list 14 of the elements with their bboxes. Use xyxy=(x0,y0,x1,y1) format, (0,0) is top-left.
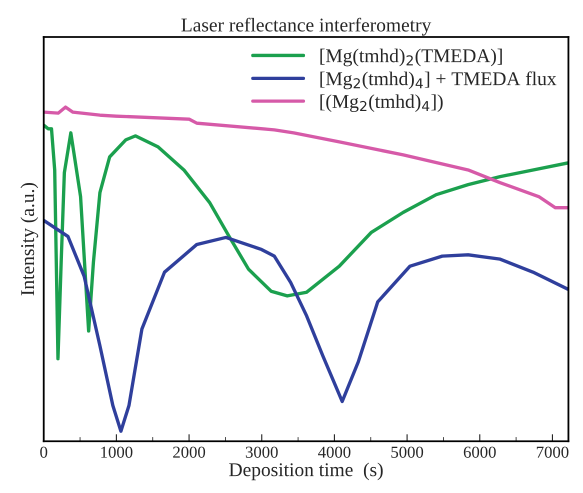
legend-label: [Mg(tmhd)$_{2}$(TMEDA)] xyxy=(320,48,502,66)
x-tick-label: 3000 xyxy=(246,446,278,458)
x-tick-label: 2000 xyxy=(173,446,206,458)
chart-title: Laser reflectance interferometry xyxy=(181,18,432,36)
x-tick-label: 4000 xyxy=(318,446,350,458)
legend-label: [Mg$_{2}$(tmhd)$_{4}$] + TMEDA flux xyxy=(320,71,556,90)
x-tick-label: 5000 xyxy=(391,446,424,458)
x-tick-label: 1000 xyxy=(101,446,132,458)
x-tick-label: 0 xyxy=(40,446,48,458)
x-tick-label: 6000 xyxy=(464,446,496,458)
x-axis-title: Deposition time (s) xyxy=(229,462,383,480)
x-tick-label: 7000 xyxy=(536,446,568,458)
y-axis-title: Intensity (a.u.) xyxy=(20,182,38,296)
legend-label: [(Mg$_{2}$(tmhd)$_{4}$]) xyxy=(320,94,443,112)
